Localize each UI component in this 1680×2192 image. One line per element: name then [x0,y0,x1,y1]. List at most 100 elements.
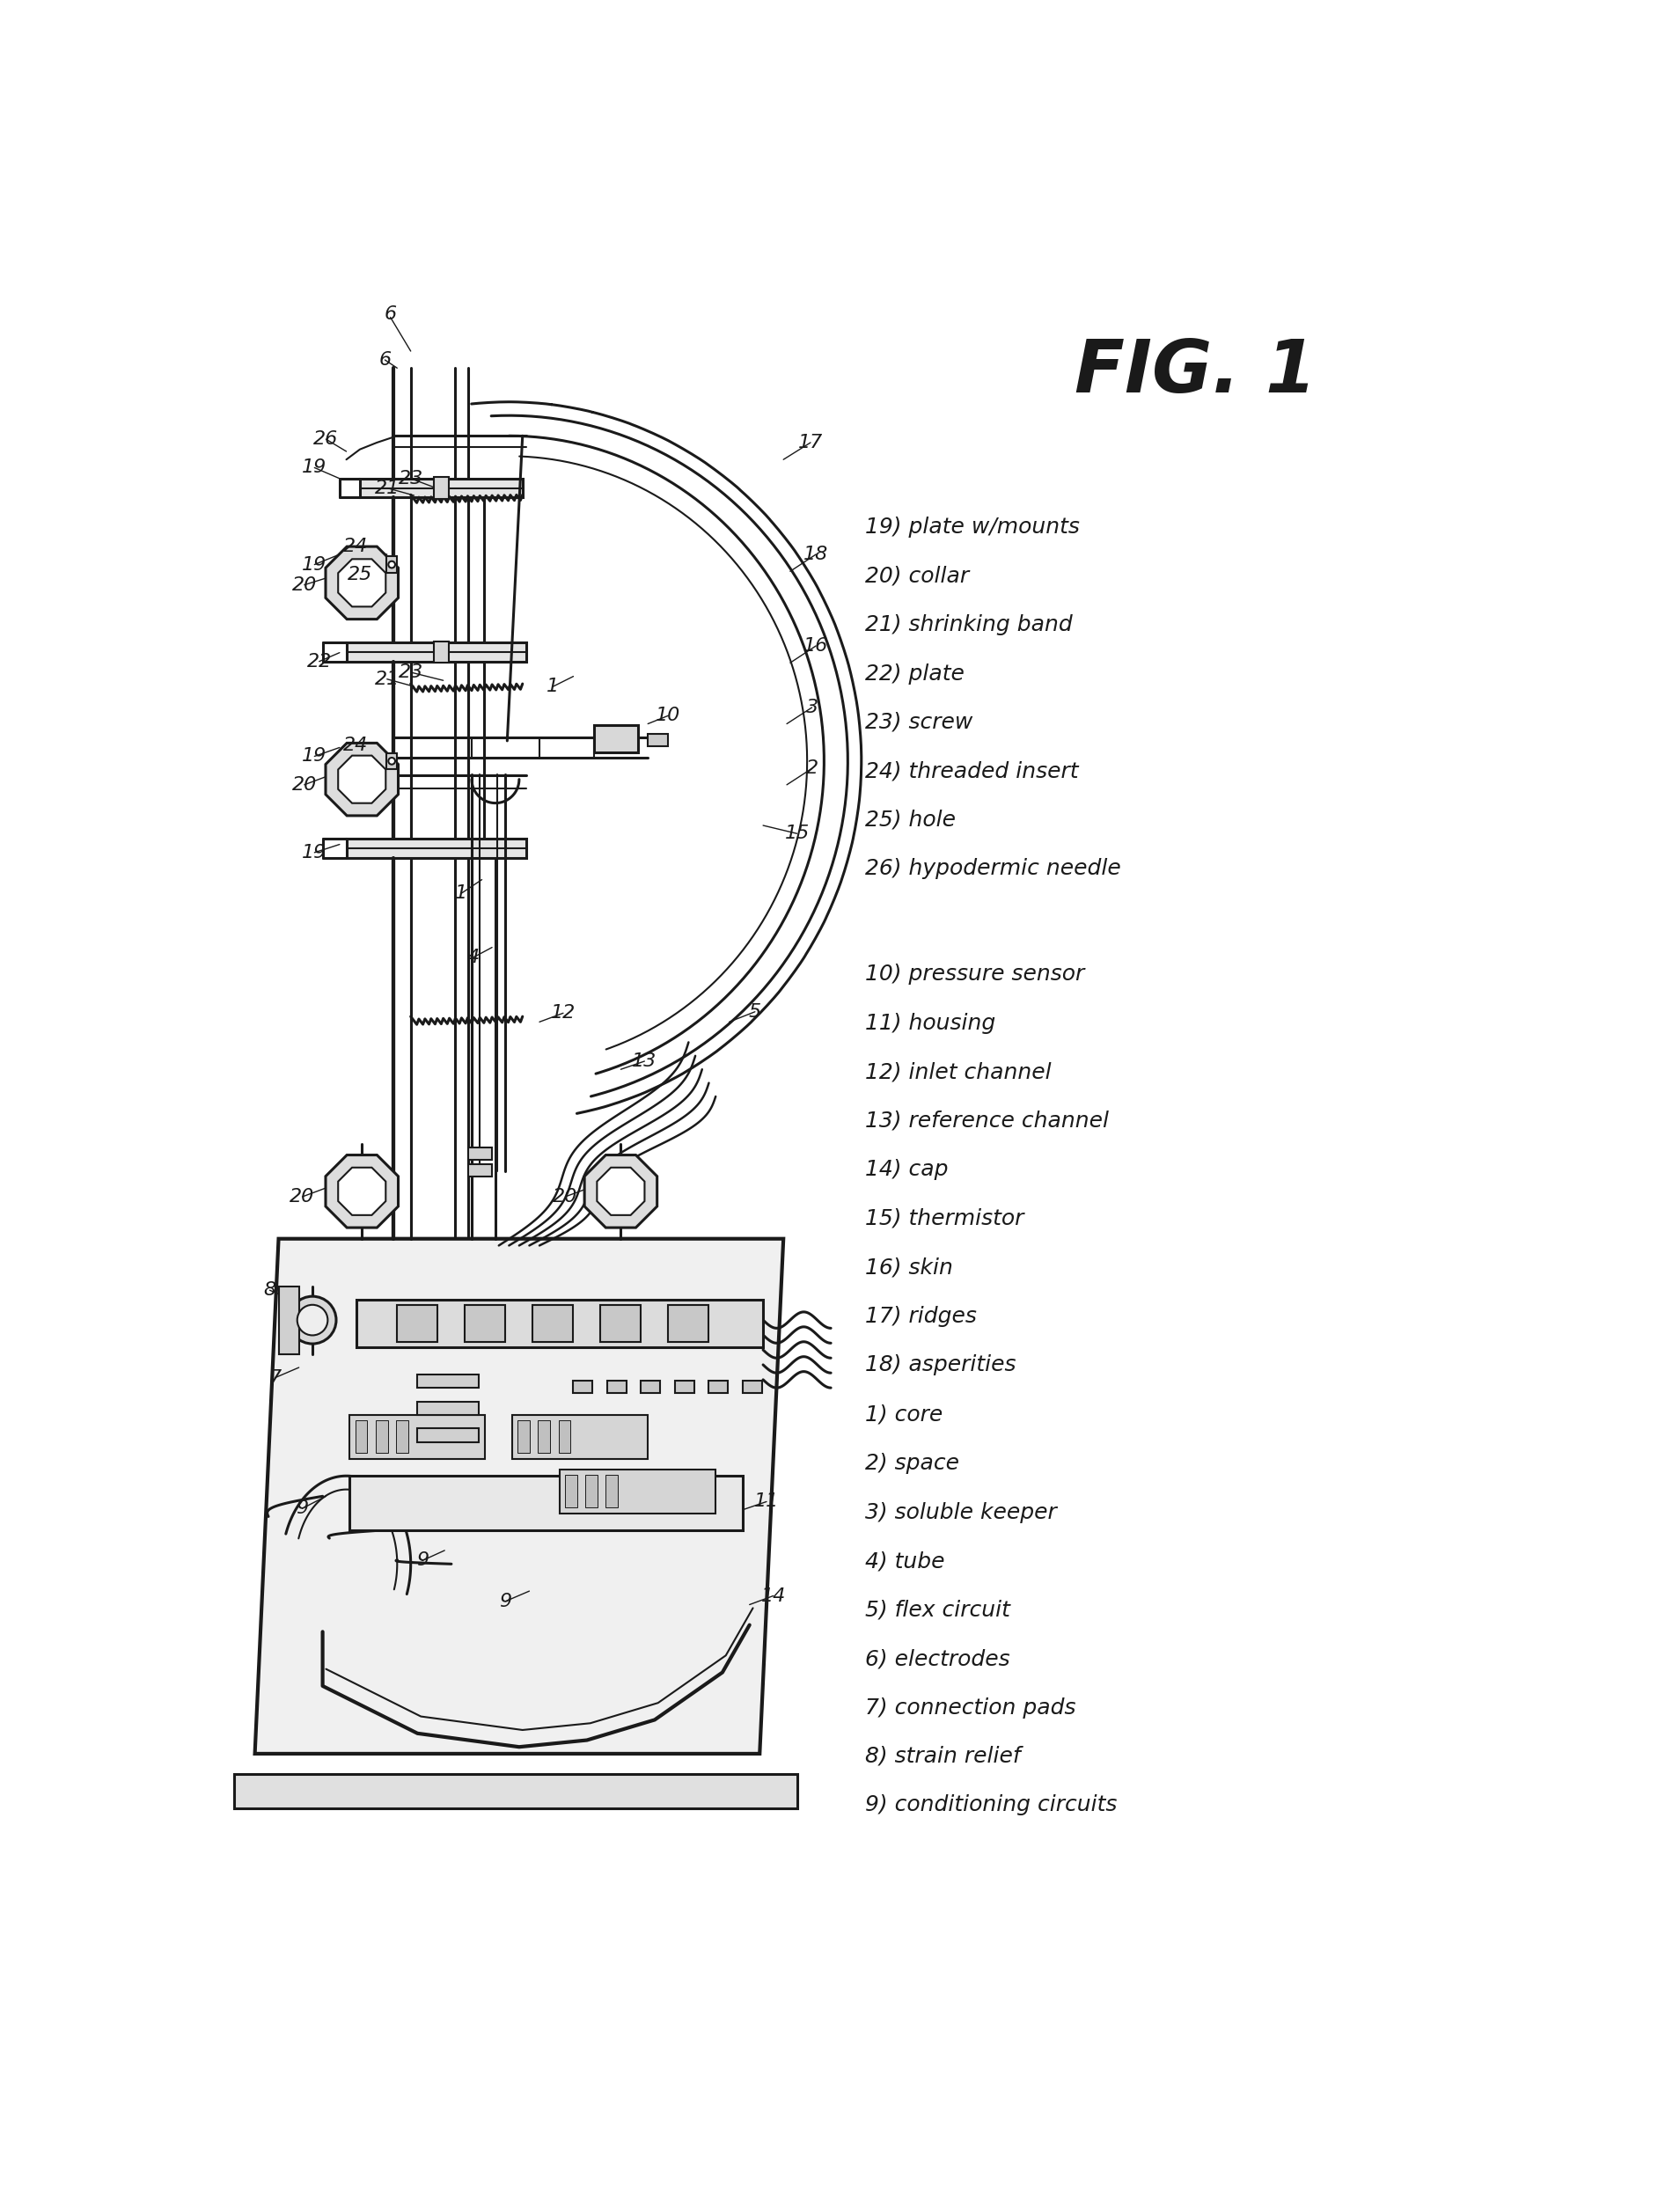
Text: 14: 14 [761,1587,786,1605]
Polygon shape [346,642,526,662]
Polygon shape [326,546,398,618]
Polygon shape [255,1238,783,1754]
Text: 16: 16 [803,638,828,655]
Bar [606,1381,627,1394]
Bar [279,1287,299,1355]
Bar [669,1304,709,1342]
Text: 11) housing: 11) housing [865,1013,995,1035]
Text: 19) plate w/mounts: 19) plate w/mounts [865,517,1079,537]
Ellipse shape [297,1304,328,1335]
Text: 16) skin: 16) skin [865,1256,953,1278]
Text: 19: 19 [302,458,328,476]
Text: 10) pressure sensor: 10) pressure sensor [865,964,1084,984]
Text: 21: 21 [375,671,400,688]
Text: 26: 26 [314,430,338,447]
Bar [469,1164,492,1177]
Bar [675,1381,694,1394]
Text: 26) hypodermic needle: 26) hypodermic needle [865,859,1121,879]
Bar [593,726,638,752]
Text: 20: 20 [291,1188,314,1206]
Text: 9: 9 [499,1591,512,1611]
Text: 18) asperities: 18) asperities [865,1355,1016,1374]
Ellipse shape [388,561,395,568]
Bar [349,1414,486,1460]
Polygon shape [326,1155,398,1228]
Bar [375,1420,388,1453]
Polygon shape [596,1168,645,1214]
Text: 25) hole: 25) hole [865,809,956,831]
Text: 5) flex circuit: 5) flex circuit [865,1600,1010,1620]
Polygon shape [235,1773,796,1808]
Text: 24) threaded insert: 24) threaded insert [865,761,1079,783]
Ellipse shape [388,758,395,765]
Text: 13) reference channel: 13) reference channel [865,1111,1109,1131]
Text: 15) thermistor: 15) thermistor [865,1208,1023,1230]
Text: 2) space: 2) space [865,1453,959,1475]
Text: 21) shrinking band: 21) shrinking band [865,614,1072,636]
Text: 2: 2 [806,761,818,778]
Polygon shape [338,1168,386,1214]
Bar [648,734,669,745]
Text: 13: 13 [632,1052,657,1070]
Bar [559,1469,716,1512]
Polygon shape [585,1155,657,1228]
Text: 15: 15 [785,824,810,842]
Text: 6) electrodes: 6) electrodes [865,1648,1010,1670]
Polygon shape [346,840,526,857]
Bar [533,1304,573,1342]
Text: 20: 20 [553,1188,578,1206]
Text: 9: 9 [417,1552,428,1569]
Bar [418,1429,479,1442]
Bar [564,1475,578,1508]
Text: 6: 6 [378,351,391,368]
Bar [465,1304,506,1342]
Text: 7) connection pads: 7) connection pads [865,1697,1075,1719]
Text: 18: 18 [803,546,828,563]
Text: 23) screw: 23) screw [865,712,973,732]
Text: 17) ridges: 17) ridges [865,1306,976,1326]
Bar [386,752,396,769]
Text: FIG. 1: FIG. 1 [1075,335,1317,408]
Text: 7: 7 [269,1368,282,1388]
Text: 4) tube: 4) tube [865,1550,944,1572]
Ellipse shape [289,1295,336,1344]
Text: 1) core: 1) core [865,1405,942,1425]
Polygon shape [349,1475,743,1530]
Bar [606,1475,618,1508]
Text: 24: 24 [343,537,368,555]
Bar [538,1420,551,1453]
Text: 11: 11 [754,1493,780,1510]
Text: 4: 4 [467,949,479,967]
Text: 14) cap: 14) cap [865,1160,948,1179]
Text: 22: 22 [307,653,331,671]
Polygon shape [360,478,522,498]
Bar [600,1304,642,1342]
Text: 12) inlet channel: 12) inlet channel [865,1061,1052,1083]
Polygon shape [356,1300,763,1348]
Text: 12: 12 [551,1004,576,1021]
Polygon shape [338,559,386,607]
Text: 9: 9 [296,1499,309,1517]
Bar [433,478,449,500]
Bar [386,557,396,572]
Bar [586,1475,598,1508]
Text: 3: 3 [806,699,818,717]
Text: 25: 25 [348,566,373,583]
Text: 23: 23 [398,469,423,487]
Text: 23: 23 [398,664,423,682]
Text: 24: 24 [343,737,368,754]
Text: 20: 20 [292,576,318,594]
Text: 8) strain relief: 8) strain relief [865,1745,1020,1767]
Polygon shape [326,743,398,815]
Text: 19: 19 [302,557,328,574]
Bar [354,1420,368,1453]
Text: 5: 5 [749,1004,761,1021]
Text: 19: 19 [302,747,328,765]
Polygon shape [338,756,386,802]
Bar [743,1381,761,1394]
Text: 1: 1 [546,677,559,695]
Text: 19: 19 [302,844,328,861]
Bar [642,1381,660,1394]
Bar [418,1401,479,1414]
Text: 1: 1 [455,883,467,901]
